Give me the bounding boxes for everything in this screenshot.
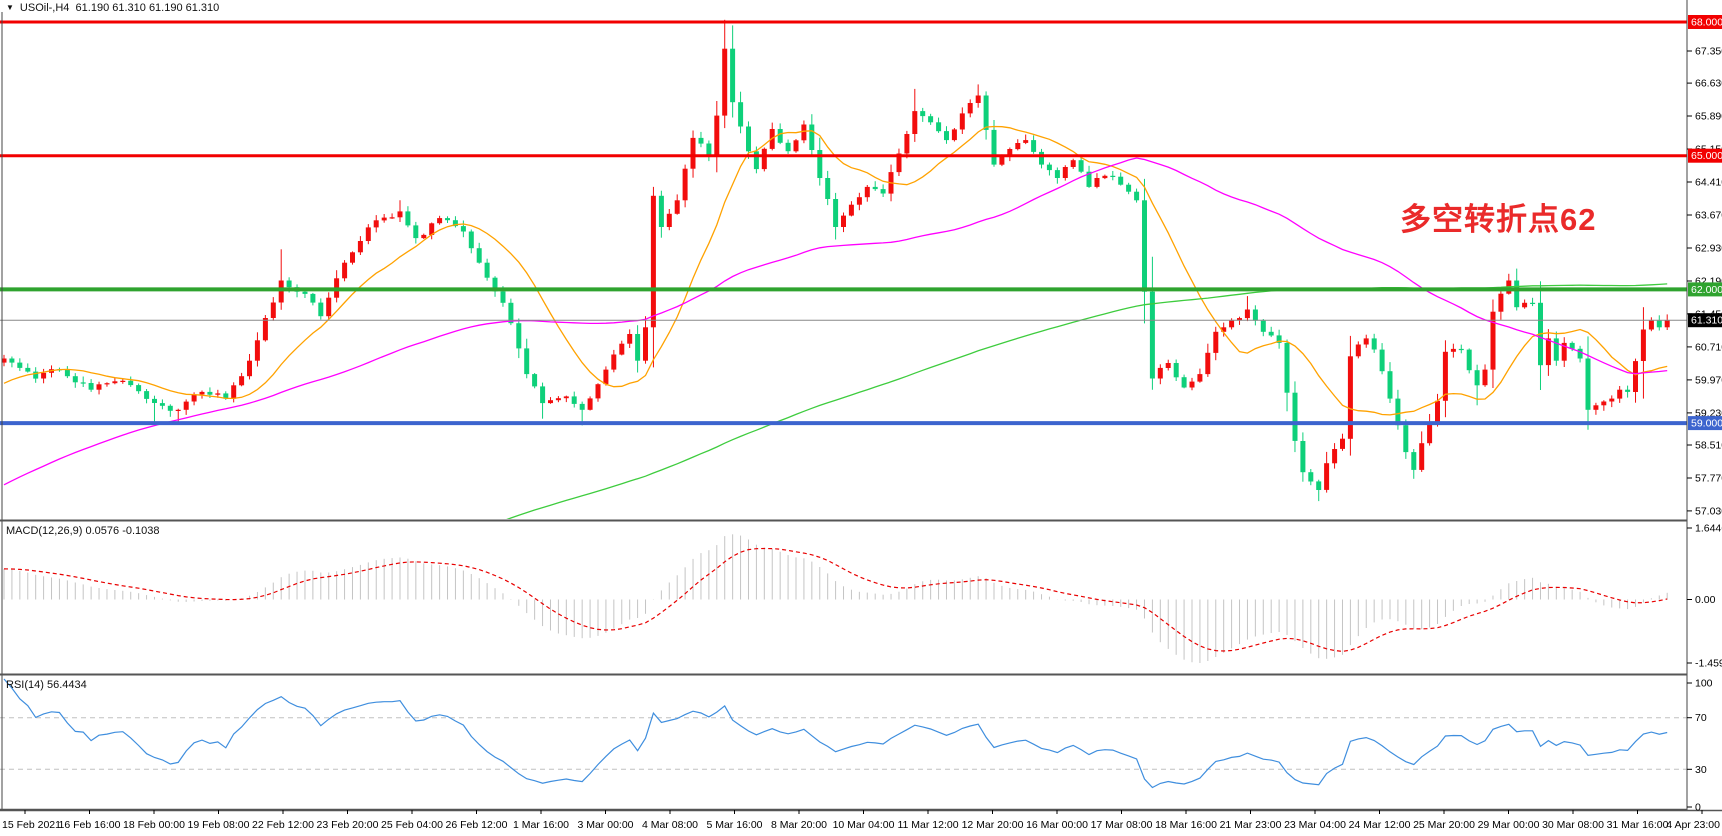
price-badge-59.000 [1688, 416, 1722, 431]
svg-text:18 Feb 00:00: 18 Feb 00:00 [123, 819, 185, 831]
svg-text:11 Mar 12:00: 11 Mar 12:00 [897, 819, 958, 831]
rsi-indicator-label: RSI(14) 56.4434 [6, 679, 87, 691]
svg-text:8 Mar 20:00: 8 Mar 20:00 [771, 819, 827, 831]
svg-text:57.030: 57.030 [1695, 505, 1722, 517]
svg-text:63.670: 63.670 [1695, 210, 1722, 222]
svg-text:1 Mar 16:00: 1 Mar 16:00 [513, 819, 569, 831]
svg-text:58.510: 58.510 [1695, 440, 1722, 452]
svg-text:5 Mar 16:00: 5 Mar 16:00 [706, 819, 762, 831]
rsi-line [3, 678, 1668, 789]
svg-text:0: 0 [1695, 802, 1701, 814]
svg-text:1.6446: 1.6446 [1695, 523, 1722, 535]
symbol-dropdown-icon[interactable]: ▼ [6, 3, 14, 12]
rsi-value: 56.4434 [46, 679, 87, 691]
svg-text:18 Mar 16:00: 18 Mar 16:00 [1155, 819, 1217, 831]
svg-text:26 Feb 12:00: 26 Feb 12:00 [446, 819, 508, 831]
svg-text:59.970: 59.970 [1695, 374, 1722, 386]
svg-text:25 Mar 20:00: 25 Mar 20:00 [1413, 819, 1475, 831]
mid-ma-line [3, 157, 1668, 486]
svg-text:3 Mar 00:00: 3 Mar 00:00 [577, 819, 633, 831]
svg-text:16 Feb 16:00: 16 Feb 16:00 [59, 819, 121, 831]
svg-text:10 Mar 04:00: 10 Mar 04:00 [833, 819, 895, 831]
svg-text:62.930: 62.930 [1695, 243, 1722, 255]
svg-text:4 Mar 08:00: 4 Mar 08:00 [642, 819, 698, 831]
price-axis[interactable]: 67.35066.63065.89065.15064.41063.67062.9… [1687, 15, 1722, 814]
macd-panel[interactable] [3, 534, 1668, 663]
price-badge-61.310 [1688, 313, 1722, 328]
svg-text:22 Feb 12:00: 22 Feb 12:00 [252, 819, 314, 831]
symbol-ohlc-label: USOil-,H4 61.190 61.310 61.190 61.310 [19, 2, 220, 14]
price-badge-65.000 [1688, 148, 1722, 163]
svg-text:68.000: 68.000 [1691, 17, 1722, 29]
svg-text:12 Mar 20:00: 12 Mar 20:00 [962, 819, 1024, 831]
price-badge-68.000 [1688, 15, 1722, 29]
svg-text:17 Mar 08:00: 17 Mar 08:00 [1091, 819, 1153, 831]
svg-text:100: 100 [1695, 678, 1713, 690]
macd-signal-value: -0.1038 [122, 525, 160, 537]
svg-text:62.000: 62.000 [1691, 284, 1722, 296]
svg-text:61.310: 61.310 [1691, 315, 1722, 327]
svg-text:-1.4594: -1.4594 [1695, 658, 1722, 670]
svg-text:4 Apr 23:00: 4 Apr 23:00 [1666, 819, 1720, 831]
svg-text:66.630: 66.630 [1695, 78, 1722, 90]
svg-text:24 Mar 12:00: 24 Mar 12:00 [1349, 819, 1411, 831]
price-badge-62.000 [1688, 282, 1722, 297]
svg-text:29 Mar 00:00: 29 Mar 00:00 [1478, 819, 1540, 831]
annotation-text: 多空转折点62 [1400, 202, 1597, 237]
svg-text:67.350: 67.350 [1695, 46, 1722, 58]
svg-text:19 Feb 08:00: 19 Feb 08:00 [188, 819, 250, 831]
macd-indicator-label: MACD(12,26,9) 0.0576 -0.1038 [6, 525, 160, 537]
svg-text:31 Mar 16:00: 31 Mar 16:00 [1607, 819, 1669, 831]
rsi-panel[interactable] [0, 678, 1687, 789]
macd-signal-line [3, 547, 1668, 653]
svg-text:64.410: 64.410 [1695, 177, 1722, 189]
svg-text:65.000: 65.000 [1691, 150, 1722, 162]
svg-text:15 Feb 2021: 15 Feb 2021 [2, 819, 61, 831]
svg-text:30: 30 [1695, 764, 1707, 776]
svg-text:65.890: 65.890 [1695, 111, 1722, 123]
svg-text:0.00: 0.00 [1695, 594, 1716, 606]
svg-text:21 Mar 23:00: 21 Mar 23:00 [1220, 819, 1282, 831]
svg-text:23 Mar 04:00: 23 Mar 04:00 [1284, 819, 1346, 831]
svg-text:23 Feb 20:00: 23 Feb 20:00 [317, 819, 379, 831]
svg-text:60.710: 60.710 [1695, 341, 1722, 353]
macd-main-value: 0.0576 [85, 525, 120, 537]
symbol-title: ▼ USOil-,H4 61.190 61.310 61.190 61.310 [6, 2, 219, 14]
svg-text:25 Feb 04:00: 25 Feb 04:00 [381, 819, 443, 831]
macd-name: MACD(12,26,9) [6, 525, 83, 537]
rsi-name: RSI(14) [6, 679, 44, 691]
main-chart-panel[interactable] [0, 19, 1687, 750]
svg-text:70: 70 [1695, 712, 1707, 724]
svg-text:16 Mar 00:00: 16 Mar 00:00 [1026, 819, 1088, 831]
svg-text:59.000: 59.000 [1691, 418, 1722, 430]
svg-text:30 Mar 08:00: 30 Mar 08:00 [1542, 819, 1604, 831]
svg-text:57.770: 57.770 [1695, 473, 1722, 485]
